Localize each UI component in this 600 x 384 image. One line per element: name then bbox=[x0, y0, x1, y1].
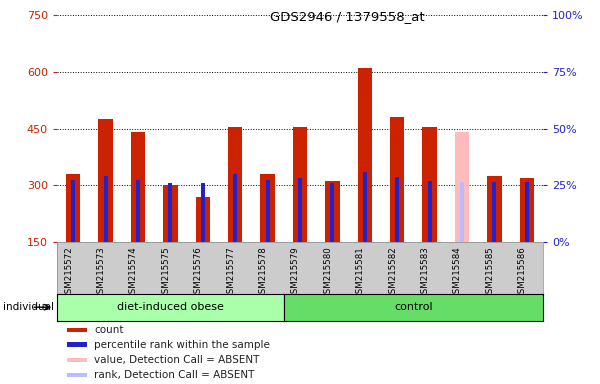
Bar bbox=[228, 127, 242, 242]
Text: GSM215574: GSM215574 bbox=[129, 246, 138, 299]
Text: GSM215575: GSM215575 bbox=[161, 246, 170, 299]
Text: GDS2946 / 1379558_at: GDS2946 / 1379558_at bbox=[270, 10, 425, 23]
Bar bbox=[196, 197, 210, 242]
Bar bbox=[71, 180, 75, 242]
Bar bbox=[325, 181, 340, 242]
Bar bbox=[363, 172, 367, 242]
Bar bbox=[169, 184, 172, 242]
Bar bbox=[67, 358, 87, 362]
Text: GSM215572: GSM215572 bbox=[64, 246, 73, 299]
Bar bbox=[298, 179, 302, 242]
Bar bbox=[293, 127, 307, 242]
Text: control: control bbox=[394, 302, 433, 312]
Bar bbox=[358, 68, 372, 242]
Bar bbox=[525, 182, 529, 242]
Bar bbox=[460, 182, 464, 242]
Bar bbox=[233, 174, 237, 242]
Bar bbox=[390, 118, 404, 242]
Text: GSM215573: GSM215573 bbox=[97, 246, 106, 299]
Text: count: count bbox=[94, 325, 124, 335]
Bar bbox=[201, 184, 205, 242]
Bar bbox=[266, 180, 269, 242]
Text: individual: individual bbox=[3, 302, 54, 312]
Text: GSM215580: GSM215580 bbox=[323, 246, 332, 299]
Text: value, Detection Call = ABSENT: value, Detection Call = ABSENT bbox=[94, 355, 260, 365]
Bar bbox=[331, 184, 334, 242]
Bar bbox=[260, 174, 275, 242]
Text: GSM215578: GSM215578 bbox=[259, 246, 268, 299]
Bar bbox=[487, 176, 502, 242]
Bar bbox=[493, 182, 496, 242]
Text: rank, Detection Call = ABSENT: rank, Detection Call = ABSENT bbox=[94, 370, 255, 380]
Text: GSM215585: GSM215585 bbox=[485, 246, 494, 299]
Bar bbox=[67, 328, 87, 333]
Bar bbox=[104, 176, 107, 242]
Bar bbox=[163, 185, 178, 242]
Bar bbox=[520, 178, 534, 242]
Text: GSM215586: GSM215586 bbox=[518, 246, 527, 299]
Text: GSM215583: GSM215583 bbox=[421, 246, 430, 299]
Text: GSM215584: GSM215584 bbox=[453, 246, 462, 299]
Bar bbox=[136, 180, 140, 242]
Text: diet-induced obese: diet-induced obese bbox=[117, 302, 224, 312]
Text: GSM215582: GSM215582 bbox=[388, 246, 397, 299]
Bar bbox=[422, 127, 437, 242]
Bar bbox=[428, 181, 431, 242]
Bar bbox=[67, 373, 87, 377]
Text: GSM215579: GSM215579 bbox=[291, 246, 300, 299]
Text: GSM215576: GSM215576 bbox=[194, 246, 203, 299]
Text: GSM215577: GSM215577 bbox=[226, 246, 235, 299]
Text: GSM215581: GSM215581 bbox=[356, 246, 365, 299]
Bar bbox=[395, 177, 399, 242]
Bar bbox=[98, 119, 113, 242]
Bar bbox=[67, 343, 87, 347]
Bar bbox=[455, 132, 469, 242]
Text: percentile rank within the sample: percentile rank within the sample bbox=[94, 340, 270, 350]
Bar bbox=[66, 174, 80, 242]
Bar bbox=[131, 132, 145, 242]
